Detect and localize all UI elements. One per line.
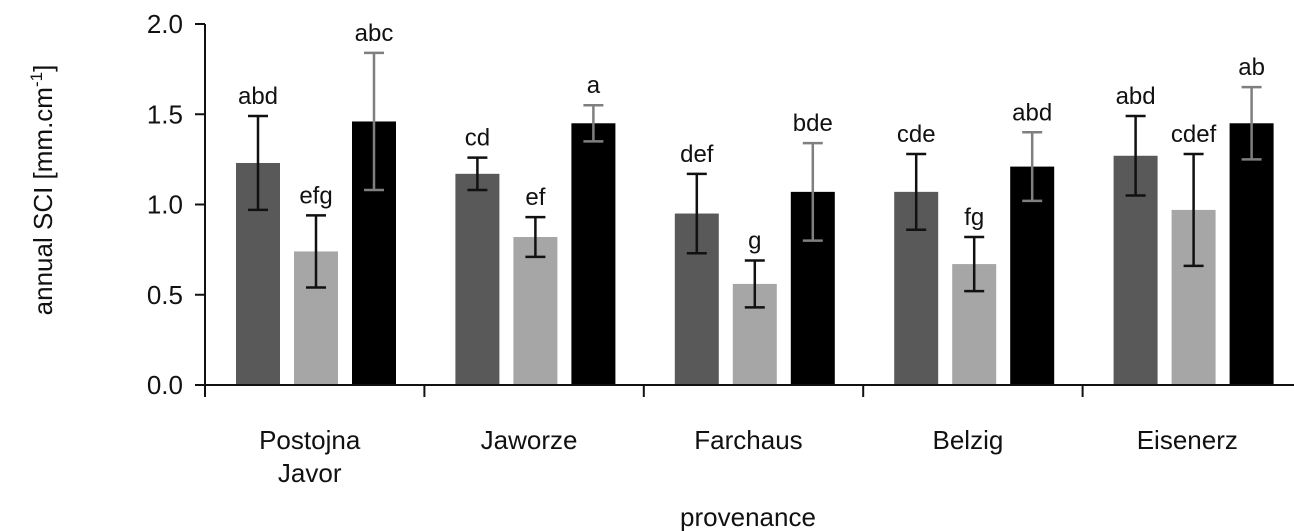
significance-label-series3-cat5: ab [1238, 54, 1265, 81]
category-label-4: Belzig [932, 425, 1003, 455]
y-tick-label-0.5: 0.5 [147, 280, 183, 310]
bar-series1-cat2 [455, 173, 500, 385]
y-tick-label-1.0: 1.0 [147, 190, 183, 220]
error-bar-series3-cat5 [1241, 85, 1262, 161]
y-tick-label-0.0: 0.0 [147, 370, 183, 400]
bar-series2-cat2 [513, 236, 558, 385]
y-tick-label-2.0: 2.0 [147, 9, 183, 39]
category-label-3: Farchaus [694, 425, 802, 455]
bar-series3-cat4 [1010, 166, 1055, 385]
significance-label-series3-cat1: abc [355, 20, 394, 47]
error-bar-series2-cat1 [306, 214, 326, 289]
error-bar-series2-cat5 [1183, 152, 1204, 268]
category-label-1: Postojna Javor [259, 425, 361, 488]
error-bar-series1-cat1 [248, 114, 268, 212]
significance-label-series1-cat3: def [680, 141, 714, 168]
bar-series3-cat2 [571, 123, 616, 386]
error-bar-series1-cat3 [686, 172, 707, 255]
significance-label-series1-cat5: abd [1116, 83, 1156, 110]
significance-label-series2-cat4: fg [964, 204, 984, 231]
error-bar-series2-cat2 [525, 215, 546, 259]
error-bars-layer [248, 51, 1262, 309]
significance-label-series1-cat4: cde [897, 121, 936, 148]
error-bar-series3-cat4 [1022, 131, 1043, 203]
error-bar-series2-cat4 [964, 235, 985, 293]
error-bar-series3-cat1 [364, 51, 384, 192]
y-tick-label-1.5: 1.5 [147, 99, 183, 129]
bar-series3-cat5 [1229, 123, 1274, 386]
axes-layer [195, 23, 1294, 397]
category-label-5: Eisenerz [1137, 425, 1238, 455]
significance-label-series3-cat2: a [587, 72, 601, 99]
category-label-2: Jaworze [481, 425, 578, 455]
significance-label-series1-cat2: cd [465, 125, 490, 152]
y-axis-title: annual SCI [mm.cm-1] [27, 65, 58, 316]
significance-label-series3-cat4: abd [1012, 99, 1052, 126]
error-bar-series3-cat2 [583, 103, 604, 143]
error-bar-series1-cat2 [467, 156, 488, 192]
x-axis-title: provenance [680, 502, 816, 531]
significance-label-series1-cat1: abd [238, 83, 278, 110]
error-bar-series2-cat3 [744, 259, 765, 309]
significance-label-series3-cat3: bde [793, 110, 833, 137]
error-bar-series1-cat4 [906, 152, 927, 232]
significance-label-series2-cat3: g [748, 227, 761, 254]
significance-label-series2-cat2: ef [525, 184, 545, 211]
significance-label-series2-cat5: cdef [1171, 121, 1217, 148]
error-bar-series1-cat5 [1125, 114, 1146, 197]
axis-labels-layer: 0.0 0.5 1.0 1.5 2.0 Postojna Javor Jaworze Farch… [27, 9, 1238, 531]
bars-layer [236, 121, 1274, 386]
significance-label-series2-cat1: efg [299, 182, 332, 209]
error-bar-series3-cat3 [802, 141, 823, 242]
